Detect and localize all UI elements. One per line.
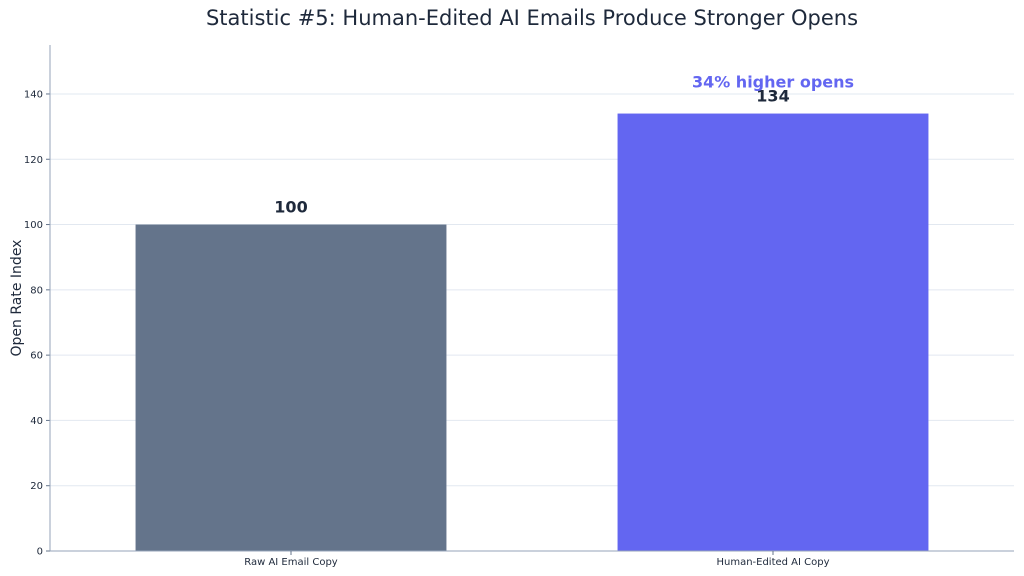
bars bbox=[135, 113, 929, 551]
y-tick-label-40: 40 bbox=[30, 416, 43, 427]
y-axis-label: Open Rate Index bbox=[9, 240, 25, 357]
x-tick-label-1: Raw AI Email Copy bbox=[244, 557, 338, 568]
x-tick-label-2: Human-Edited AI Copy bbox=[716, 557, 829, 568]
bar-2 bbox=[617, 113, 929, 551]
chart-title: Statistic #5: Human-Edited AI Emails Pro… bbox=[206, 6, 858, 30]
y-tick-label-80: 80 bbox=[30, 285, 43, 296]
data-label-2: 134 bbox=[756, 87, 789, 106]
y-tick-label-20: 20 bbox=[30, 481, 43, 492]
data-label-1: 100 bbox=[274, 198, 307, 217]
y-tick-label-0: 0 bbox=[37, 547, 43, 558]
annotation-label: 34% higher opens bbox=[692, 73, 854, 92]
y-tick-label-100: 100 bbox=[24, 220, 43, 231]
y-tick-label-60: 60 bbox=[30, 351, 43, 362]
axes: 0 20 40 60 80 100 120 140 Raw AI Email Copy Human… bbox=[24, 45, 1014, 568]
y-tick-label-120: 120 bbox=[24, 155, 43, 166]
bar-1 bbox=[135, 224, 447, 551]
y-tick-label-140: 140 bbox=[24, 89, 43, 100]
